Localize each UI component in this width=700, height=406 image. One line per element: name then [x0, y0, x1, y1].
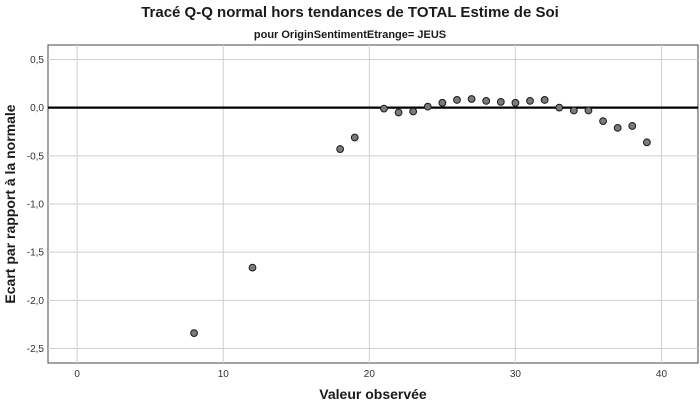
- data-point: [409, 107, 418, 116]
- x-tick-label: 30: [510, 369, 522, 380]
- y-axis-title: Ecart par rapport à la normale: [2, 104, 18, 303]
- x-tick-label: 40: [656, 369, 668, 380]
- y-tick-label: 0,0: [30, 103, 44, 114]
- data-points: [190, 95, 651, 338]
- chart-title: Tracé Q-Q normal hors tendances de TOTAL…: [141, 4, 559, 21]
- data-point: [613, 123, 622, 132]
- data-point: [569, 106, 578, 115]
- data-point: [482, 96, 491, 105]
- y-tick-labels: 0,5 0,0 -0,5 -1,0 -1,5 -2,0 -2,5: [27, 55, 45, 355]
- data-point: [336, 145, 345, 153]
- y-tick-label: -2,0: [27, 296, 45, 307]
- y-tick-label: -1,5: [27, 248, 45, 259]
- data-point: [190, 329, 198, 338]
- x-tick-label: 10: [218, 369, 230, 380]
- data-point: [584, 106, 593, 115]
- x-tick-labels: 0 10 20 30 40: [74, 369, 667, 380]
- data-point: [438, 98, 447, 107]
- x-tick-label: 20: [364, 369, 376, 380]
- data-point: [423, 102, 432, 111]
- y-tick-label: -1,0: [27, 200, 45, 211]
- data-point: [453, 96, 461, 104]
- data-point: [628, 122, 637, 130]
- data-point: [642, 138, 651, 147]
- data-point: [599, 117, 607, 126]
- data-point: [526, 96, 534, 105]
- data-point: [496, 97, 505, 106]
- data-point: [467, 95, 476, 103]
- y-tick-label: -0,5: [27, 151, 45, 162]
- y-tick-label: 0,5: [30, 55, 44, 66]
- data-point: [380, 104, 388, 113]
- y-tick-label: -2,5: [27, 344, 45, 355]
- data-point: [511, 98, 520, 107]
- data-point: [248, 263, 257, 272]
- chart-subtitle: pour OriginSentimentEtrange= JEUS: [254, 29, 446, 41]
- data-point: [350, 133, 359, 142]
- x-axis-title: Valeur observée: [319, 386, 427, 402]
- x-tick-label: 0: [74, 369, 80, 380]
- data-point: [555, 103, 564, 112]
- data-point: [540, 96, 549, 104]
- data-point: [394, 108, 403, 117]
